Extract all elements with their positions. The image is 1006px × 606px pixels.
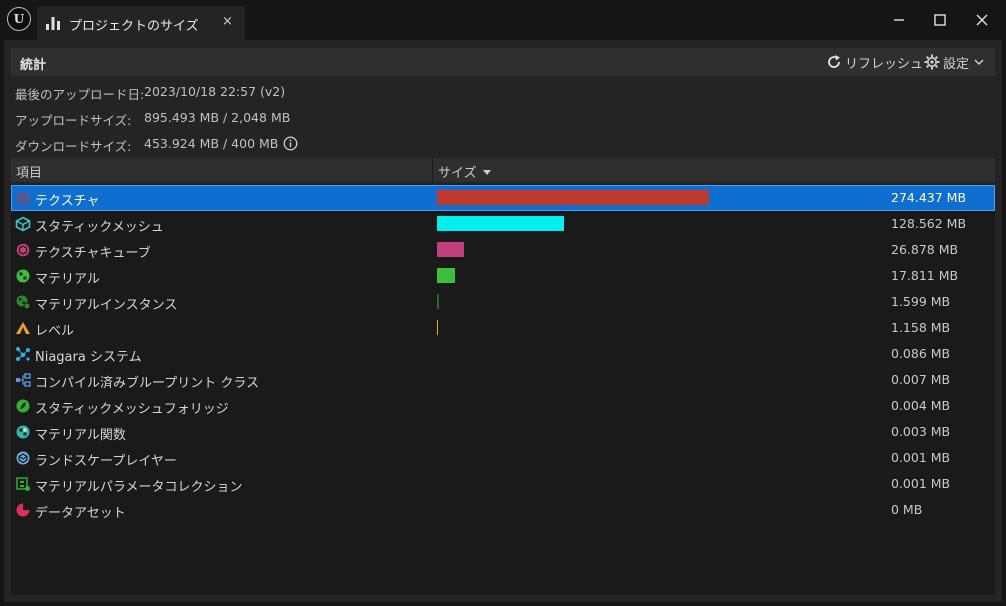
level-icon bbox=[16, 322, 30, 334]
minimize-icon[interactable] bbox=[889, 10, 909, 30]
upload-size-value: 895.493 MB / 2,048 MB bbox=[144, 110, 291, 125]
landscape-layer-icon bbox=[16, 451, 30, 465]
table-row[interactable]: マテリアルインスタンス 1.599 MB bbox=[11, 289, 995, 315]
row-size: 0.001 MB bbox=[891, 450, 951, 465]
info-icon[interactable] bbox=[283, 136, 298, 151]
row-size: 0.004 MB bbox=[891, 398, 951, 413]
data-asset-icon bbox=[16, 503, 30, 517]
tab-title: プロジェクトのサイズ bbox=[69, 19, 199, 34]
row-size: 0 MB bbox=[891, 502, 923, 517]
gear-icon bbox=[924, 54, 940, 70]
niagara-system-icon bbox=[16, 347, 30, 361]
column-header-item[interactable]: 項目 bbox=[16, 166, 43, 181]
row-size: 274.437 MB bbox=[891, 190, 967, 205]
asset-list: テクスチャ 274.437 MB スタティックメッシュ 128.562 MB テクスチャ… bbox=[11, 185, 995, 595]
size-bar bbox=[437, 216, 565, 231]
row-size: 17.811 MB bbox=[891, 268, 959, 283]
refresh-button[interactable]: リフレッシュ bbox=[825, 52, 923, 72]
blueprint-class-icon bbox=[16, 373, 31, 387]
refresh-icon bbox=[828, 55, 840, 68]
download-size-value: 453.924 MB / 400 MB bbox=[144, 136, 279, 151]
table-row[interactable]: テクスチャキューブ 26.878 MB bbox=[11, 237, 995, 263]
tab-project-size[interactable]: プロジェクトのサイズ × bbox=[37, 6, 245, 40]
foliage-icon bbox=[16, 399, 30, 413]
table-header: 項目 サイズ bbox=[11, 158, 995, 182]
section-title: 統計 bbox=[20, 58, 47, 73]
table-row[interactable]: スタティックメッシュフォリッジ 0.004 MB bbox=[11, 393, 995, 419]
row-name: テクスチャキューブ bbox=[35, 246, 151, 261]
maximize-icon[interactable] bbox=[930, 10, 950, 30]
row-size: 1.158 MB bbox=[891, 320, 951, 335]
size-bar bbox=[437, 190, 709, 205]
row-name: コンパイル済みブループリント クラス bbox=[35, 376, 260, 391]
size-bar bbox=[437, 268, 455, 283]
stats-header: 統計 リフレッシュ 設定 bbox=[11, 48, 995, 76]
settings-label: 設定 bbox=[943, 56, 970, 72]
last-upload-label: 最後のアップロード日: bbox=[15, 87, 145, 102]
material-icon bbox=[16, 269, 30, 283]
static-mesh-icon bbox=[15, 216, 31, 232]
size-bar bbox=[437, 294, 439, 309]
row-name: ランドスケープレイヤー bbox=[35, 454, 177, 469]
material-function-icon bbox=[16, 425, 30, 439]
row-size: 0.003 MB bbox=[891, 424, 951, 439]
row-name: マテリアルインスタンス bbox=[35, 298, 178, 313]
row-name: マテリアル bbox=[35, 272, 100, 287]
column-header-size-label: サイズ bbox=[438, 166, 477, 181]
title-bar: U プロジェクトのサイズ × bbox=[0, 0, 1006, 40]
table-row[interactable]: ランドスケープレイヤー 0.001 MB bbox=[11, 445, 995, 471]
texture-cube-icon bbox=[16, 243, 30, 257]
texture-icon bbox=[16, 191, 30, 205]
bar-chart-icon bbox=[46, 17, 60, 30]
row-size: 128.562 MB bbox=[891, 216, 967, 231]
settings-button[interactable]: 設定 bbox=[924, 52, 985, 72]
download-size-row: 453.924 MB / 400 MB bbox=[144, 136, 298, 151]
row-name: マテリアルパラメータコレクション bbox=[35, 480, 243, 495]
row-size: 26.878 MB bbox=[891, 242, 959, 257]
size-bar bbox=[437, 242, 464, 257]
refresh-label: リフレッシュ bbox=[845, 56, 924, 72]
row-size: 1.599 MB bbox=[891, 294, 951, 309]
row-name: マテリアル関数 bbox=[35, 428, 126, 443]
table-row[interactable]: データアセット 0 MB bbox=[11, 497, 995, 523]
last-upload-value: 2023/10/18 22:57 (v2) bbox=[144, 84, 286, 99]
column-header-size[interactable]: サイズ bbox=[438, 162, 492, 181]
row-name: レベル bbox=[35, 324, 75, 339]
row-name: スタティックメッシュ bbox=[35, 220, 164, 235]
table-row[interactable]: マテリアルパラメータコレクション 0.001 MB bbox=[11, 471, 995, 497]
row-size: 0.086 MB bbox=[891, 346, 951, 361]
close-tab-icon[interactable]: × bbox=[222, 14, 233, 29]
row-name: テクスチャ bbox=[35, 194, 100, 209]
close-window-icon[interactable] bbox=[972, 10, 992, 30]
column-divider[interactable] bbox=[432, 158, 433, 182]
table-row[interactable]: スタティックメッシュ 128.562 MB bbox=[11, 211, 995, 237]
download-size-label: ダウンロードサイズ: bbox=[15, 139, 132, 154]
table-row[interactable]: マテリアル 17.811 MB bbox=[11, 263, 995, 289]
project-size-panel: 統計 リフレッシュ 設定 bbox=[4, 40, 1002, 602]
unreal-logo-icon[interactable]: U bbox=[7, 7, 31, 31]
parameter-collection-icon bbox=[16, 477, 30, 491]
size-bar bbox=[437, 320, 439, 335]
row-name: データアセット bbox=[35, 506, 126, 521]
table-row[interactable]: コンパイル済みブループリント クラス 0.007 MB bbox=[11, 367, 995, 393]
row-size: 0.001 MB bbox=[891, 476, 951, 491]
table-row[interactable]: Niagara システム 0.086 MB bbox=[11, 341, 995, 367]
table-row[interactable]: レベル 1.158 MB bbox=[11, 315, 995, 341]
sort-descending-icon bbox=[482, 169, 491, 175]
material-instance-icon bbox=[16, 295, 31, 310]
row-name: スタティックメッシュフォリッジ bbox=[35, 402, 229, 417]
row-name: Niagara システム bbox=[35, 350, 142, 365]
row-size: 0.007 MB bbox=[891, 372, 951, 387]
table-row[interactable]: マテリアル関数 0.003 MB bbox=[11, 419, 995, 445]
upload-size-label: アップロードサイズ: bbox=[15, 113, 132, 128]
chevron-down-icon bbox=[974, 59, 984, 66]
table-row[interactable]: テクスチャ 274.437 MB bbox=[11, 185, 995, 211]
